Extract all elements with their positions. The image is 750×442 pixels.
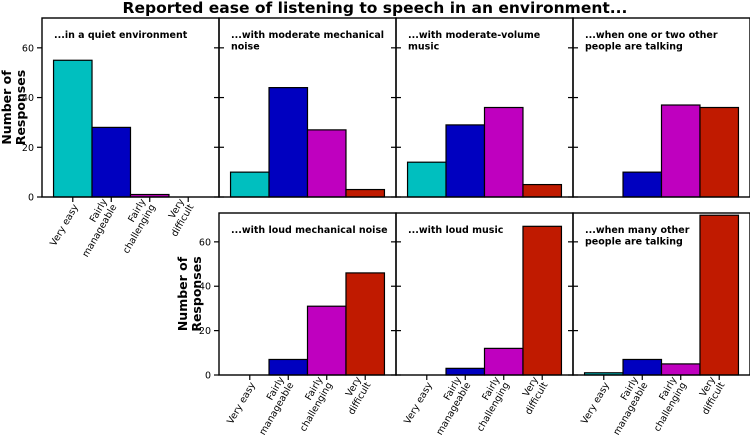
top-1-bar-1 — [91, 126, 132, 198]
top-ylabel-line: Responses — [13, 70, 28, 145]
top-4-bar-1 — [622, 171, 663, 198]
bottom-3-xtick-label-line: Very easy — [579, 380, 612, 426]
bottom-2-bar-3 — [522, 225, 563, 376]
bottom-2-xtick-label-line: Very easy — [402, 380, 435, 426]
top-3-title-line: music — [408, 42, 439, 53]
top-ytick-label: 20 — [22, 143, 34, 154]
bottom-ytick-label: 40 — [199, 282, 211, 293]
figure-title: Reported ease of listening to speech in … — [123, 0, 628, 17]
bottom-3-title-line: people are talking — [585, 237, 683, 248]
top-2-bar-2 — [306, 129, 347, 198]
bottom-1-bar-3 — [345, 272, 386, 376]
bottom-2-panel: ...with loud music — [395, 212, 574, 376]
top-ytick-label: 0 — [28, 193, 34, 204]
top-2-bar-3 — [345, 188, 386, 198]
bottom-3-xtick-label: Very easy — [579, 380, 612, 426]
top-3-title-line: ...with moderate-volume — [408, 30, 540, 41]
bottom-3-title-line: ...when many other — [585, 225, 690, 236]
top-3-bar-1 — [445, 124, 486, 198]
top-ylabel: Number of Responses — [0, 70, 28, 145]
top-1-xtick-label: Very easy — [48, 202, 81, 248]
top-4-title-line: ...when one or two other — [585, 30, 718, 41]
bottom-ytick-label: 60 — [199, 237, 211, 248]
bottom-2-bar-1 — [445, 367, 486, 376]
bottom-ytick-label: 0 — [205, 371, 211, 382]
top-1-panel: ...in a quiet environment — [41, 17, 220, 198]
bottom-2-xtick-label: Very easy — [402, 380, 435, 426]
top-4-title-line: people are talking — [585, 42, 683, 53]
top-ytick-label: 60 — [22, 43, 34, 54]
bottom-2-bar-2 — [483, 347, 524, 376]
top-2-title-line: ...with moderate mechanical — [231, 30, 384, 41]
bottom-1-xtick-label: Very easy — [225, 380, 258, 426]
bottom-1-panel: ...with loud mechanical noise — [218, 212, 397, 376]
bottom-ylabel: Number of Responses — [175, 256, 204, 331]
bottom-ytick-label: 20 — [199, 326, 211, 337]
top-4-frame — [572, 17, 750, 198]
bottom-3-bar-2 — [660, 363, 701, 376]
top-1-title-line: ...in a quiet environment — [54, 30, 188, 41]
bottom-3-bar-1 — [622, 358, 663, 376]
top-2-bar-0 — [229, 171, 270, 198]
bottom-1-bar-1 — [268, 358, 309, 376]
top-2-bar-1 — [268, 87, 309, 198]
bottom-3-frame — [572, 212, 750, 376]
top-4-bar-3 — [699, 106, 740, 198]
top-3-bar-2 — [483, 106, 524, 198]
bottom-ylabel-line: Responses — [189, 256, 204, 331]
bottom-ylabel-line: Number of — [175, 256, 190, 331]
bottom-1-bar-2 — [306, 305, 347, 376]
top-4-bar-2 — [660, 104, 701, 198]
bottom-2-title-line: ...with loud music — [408, 225, 503, 236]
bottom-1-title-line: ...with loud mechanical noise — [231, 225, 388, 236]
top-ylabel-line: Number of — [0, 70, 14, 145]
top-3-bar-3 — [522, 183, 563, 198]
top-1-xtick-label-line: Very easy — [48, 202, 81, 248]
top-ytick-label: 40 — [22, 93, 34, 104]
bottom-3-bar-3 — [699, 214, 740, 376]
top-3-bar-0 — [406, 161, 447, 198]
bottom-1-xtick-label-line: Very easy — [225, 380, 258, 426]
top-2-title-line: noise — [231, 42, 260, 53]
top-1-bar-0 — [52, 59, 93, 198]
